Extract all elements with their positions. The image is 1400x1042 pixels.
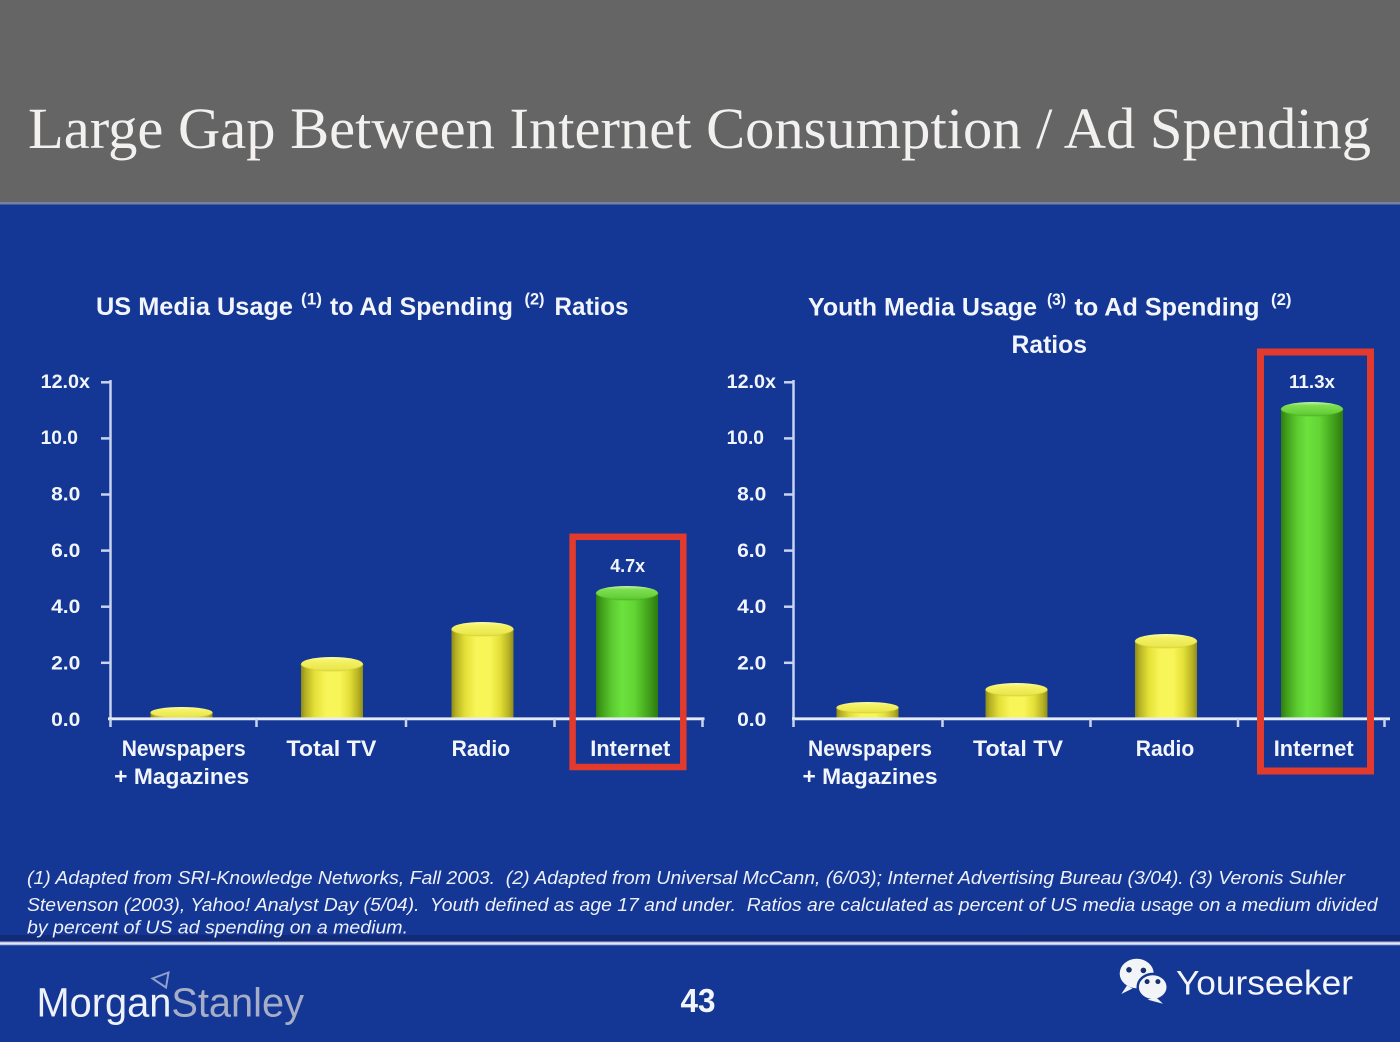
svg-text:Internet: Internet: [590, 736, 670, 761]
svg-text:Ratios: Ratios: [1012, 332, 1088, 359]
svg-text:by percent of US ad spending o: by percent of US ad spending on a medium…: [27, 918, 408, 938]
svg-text:(1): (1): [301, 291, 322, 309]
svg-text:11.3x: 11.3x: [1289, 371, 1336, 392]
svg-text:Newspapers: Newspapers: [808, 736, 932, 761]
svg-text:+ Magazines: + Magazines: [114, 764, 249, 789]
svg-text:4.7x: 4.7x: [610, 555, 646, 576]
svg-text:6.0: 6.0: [737, 540, 766, 562]
svg-text:(2): (2): [1271, 291, 1292, 309]
svg-text:8.0: 8.0: [737, 483, 766, 505]
svg-text:12.0x: 12.0x: [41, 371, 91, 393]
svg-text:Total TV: Total TV: [973, 736, 1063, 761]
svg-text:2.0: 2.0: [737, 652, 766, 674]
svg-text:4.0: 4.0: [737, 596, 766, 618]
svg-text:10.0: 10.0: [727, 427, 765, 449]
svg-text:Large Gap Between Internet Con: Large Gap Between Internet Consumption /…: [28, 96, 1371, 161]
svg-text:US Media Usage: US Media Usage: [96, 294, 293, 321]
svg-text:0.0: 0.0: [737, 709, 766, 731]
svg-text:Newspapers: Newspapers: [122, 736, 246, 761]
svg-text:to Ad Spending: to Ad Spending: [1075, 295, 1260, 322]
svg-text:43: 43: [681, 982, 716, 1019]
svg-text:(2): (2): [525, 291, 545, 309]
svg-text:6.0: 6.0: [51, 540, 80, 562]
svg-text:to Ad Spending: to Ad Spending: [330, 294, 513, 321]
svg-text:12.0x: 12.0x: [727, 371, 777, 393]
svg-text:Radio: Radio: [1136, 736, 1195, 761]
svg-text:4.0: 4.0: [51, 596, 80, 618]
svg-text:2.0: 2.0: [51, 652, 80, 674]
svg-text:(1) Adapted from SRI-Knowledge: (1) Adapted from SRI-Knowledge Networks,…: [27, 868, 1346, 888]
svg-text:Stevenson (2003), Yahoo! Analy: Stevenson (2003), Yahoo! Analyst Day (5/…: [27, 895, 1378, 915]
svg-text:0.0: 0.0: [51, 709, 80, 731]
svg-text:MorganStanley: MorganStanley: [37, 980, 305, 1026]
svg-text:10.0: 10.0: [41, 427, 79, 449]
svg-text:Yourseeker: Yourseeker: [1176, 965, 1353, 1003]
svg-text:Radio: Radio: [452, 736, 511, 761]
svg-text:Youth Media Usage: Youth Media Usage: [808, 295, 1037, 322]
svg-text:Internet: Internet: [1274, 736, 1354, 761]
svg-text:+ Magazines: + Magazines: [803, 764, 938, 789]
svg-text:(3): (3): [1047, 291, 1066, 309]
svg-text:8.0: 8.0: [51, 483, 80, 505]
svg-text:Total TV: Total TV: [286, 736, 376, 761]
svg-text:Ratios: Ratios: [555, 294, 629, 321]
